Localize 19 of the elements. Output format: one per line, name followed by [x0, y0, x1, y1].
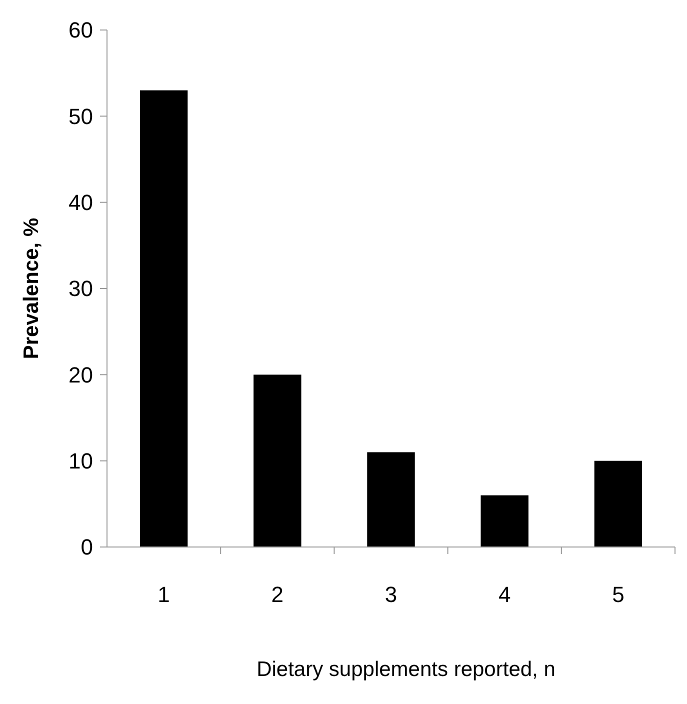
x-tick-label: 3: [384, 582, 398, 607]
x-tick-label: 2: [271, 582, 284, 607]
x-tick-label: 4: [498, 582, 511, 607]
y-tick-label: 30: [68, 276, 93, 302]
y-tick-label: 60: [68, 18, 93, 43]
bar: [140, 90, 188, 547]
y-tick-label: 50: [68, 104, 93, 129]
x-tick-label: 5: [612, 582, 624, 607]
y-tick-label: 20: [68, 362, 93, 388]
bar: [367, 452, 415, 547]
x-axis-title: Dietary supplements reported, n: [256, 658, 556, 681]
x-tick-label: 1: [158, 582, 170, 607]
bar: [254, 374, 302, 547]
bar: [594, 460, 642, 547]
y-tick-label: 0: [80, 534, 93, 560]
y-tick-label: 10: [68, 448, 93, 474]
y-axis-title: Prevalence, %: [20, 218, 43, 360]
y-tick-label: 40: [68, 190, 93, 216]
bar: [480, 495, 528, 547]
